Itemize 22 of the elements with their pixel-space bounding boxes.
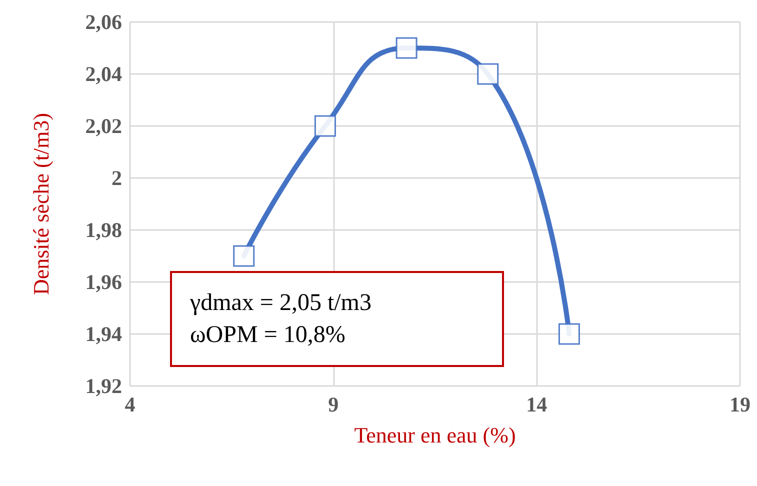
text-box: γdmax = 2,05 t/m3 ωOPM = 10,8% (170, 271, 504, 367)
y-tick-label: 1,92 (85, 374, 122, 398)
y-tick-label: 2 (112, 166, 122, 190)
x-tick-label: 9 (328, 392, 339, 416)
y-tick-label: 2,06 (85, 10, 122, 34)
point (477, 63, 499, 85)
y-tick-label: 2,02 (85, 114, 122, 138)
y-tick-label: 1,94 (85, 322, 122, 346)
point (396, 37, 418, 59)
annotation: ωOPM = 10,8% (190, 321, 346, 350)
x-tick-label: 14 (526, 392, 548, 416)
y-tick-label: 1,98 (85, 218, 122, 242)
y-axis-title: Densité sèche (t/m3) (28, 112, 54, 296)
y-tick-label: 1,96 (85, 270, 122, 294)
x-axis-title: Teneur en eau (%) (354, 422, 516, 448)
point (233, 245, 255, 267)
y-tick-label: 2,04 (85, 62, 122, 86)
point (558, 323, 580, 345)
x-tick-label: 4 (124, 392, 136, 416)
point (314, 115, 336, 137)
x-tick-label: 19 (730, 392, 750, 416)
annotation: γdmax = 2,05 t/m3 (190, 289, 372, 318)
